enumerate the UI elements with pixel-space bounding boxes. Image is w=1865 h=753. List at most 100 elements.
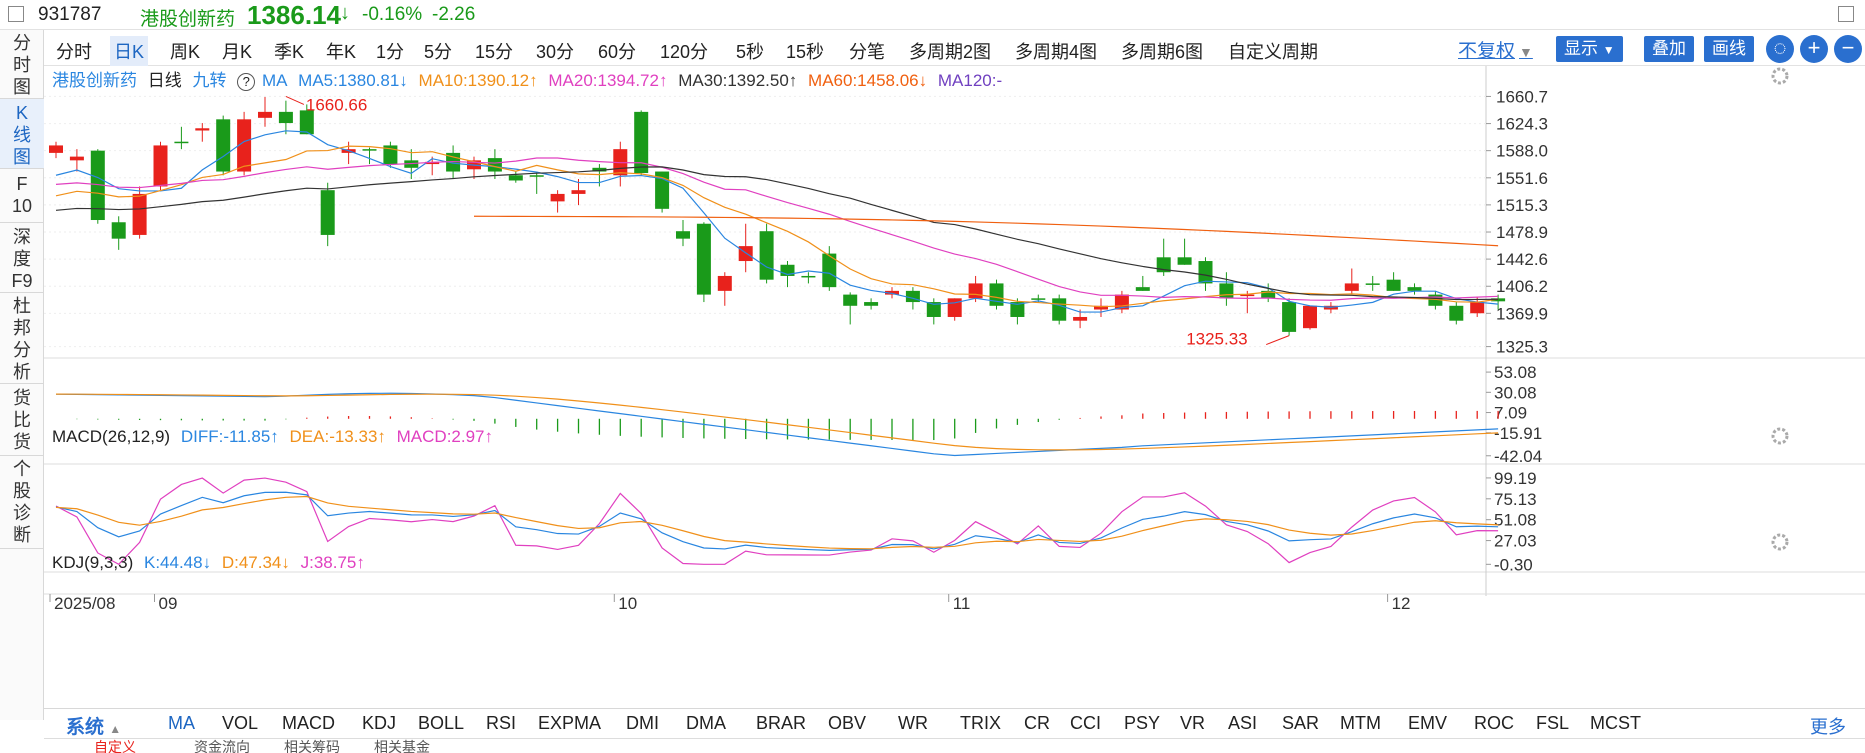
indicator-kdj[interactable]: KDJ xyxy=(362,713,397,733)
indicator-roc[interactable]: ROC xyxy=(1474,713,1514,733)
low-pointer xyxy=(1266,335,1290,346)
candle-body xyxy=(571,190,586,194)
period-tick[interactable]: 分笔 xyxy=(849,42,885,62)
high-label: 1660.66 xyxy=(306,95,367,114)
indicator-cci[interactable]: CCI xyxy=(1070,713,1101,733)
nav-label: F 10 xyxy=(11,174,33,216)
indicator-mtm[interactable]: MTM xyxy=(1340,713,1381,733)
nav-compare[interactable]: 货 比 货 xyxy=(0,384,44,456)
period-30min[interactable]: 30分 xyxy=(536,42,575,62)
gear-icon[interactable] xyxy=(1771,67,1789,85)
legend-kdj-name[interactable]: KDJ(9,3,3) xyxy=(52,553,134,572)
legend-diff: DIFF:-11.85↑ xyxy=(180,427,279,446)
candle-body xyxy=(1470,302,1485,314)
indicator-brar[interactable]: BRAR xyxy=(756,713,807,733)
gear-icon[interactable] xyxy=(1771,533,1789,551)
indicator-ma[interactable]: MA xyxy=(168,713,195,733)
period-weekly[interactable]: 周K xyxy=(170,42,201,62)
legend-macd-name[interactable]: MACD(26,12,9) xyxy=(52,427,171,446)
zoom-out-icon[interactable]: − xyxy=(1834,35,1862,63)
period-custom[interactable]: 自定义周期 xyxy=(1228,42,1318,62)
footer-tab-chips[interactable]: 相关筹码 xyxy=(284,739,340,753)
date-tick-label: 2025/08 xyxy=(54,594,115,613)
display-button[interactable]: 显示 ▼ xyxy=(1556,36,1623,62)
help-icon[interactable]: ? xyxy=(237,73,256,91)
indicator-expma[interactable]: EXPMA xyxy=(538,713,602,733)
restore-icon[interactable] xyxy=(1838,6,1854,22)
nav-kline[interactable]: K 线 图 xyxy=(0,99,44,169)
candle-body xyxy=(425,161,440,165)
indicator-fsl[interactable]: FSL xyxy=(1536,713,1570,733)
indicator-dmi[interactable]: DMI xyxy=(626,713,659,733)
indicator-vol[interactable]: VOL xyxy=(222,713,259,733)
candle-body xyxy=(676,231,690,239)
nav-label: 杜 邦 分 析 xyxy=(13,296,31,382)
indicator-dma[interactable]: DMA xyxy=(686,713,726,733)
period-1min[interactable]: 1分 xyxy=(376,42,405,62)
candle-body xyxy=(1407,287,1422,291)
indicator-psy[interactable]: PSY xyxy=(1124,713,1161,733)
legend-dea: DEA:-13.33↑ xyxy=(289,427,386,446)
period-5min[interactable]: 5分 xyxy=(424,42,453,62)
indicator-sar[interactable]: SAR xyxy=(1282,713,1320,733)
candle-body xyxy=(1010,302,1025,317)
nav-fenshi[interactable]: 分 时 图 xyxy=(0,30,44,99)
indicator-cr[interactable]: CR xyxy=(1024,713,1050,733)
indicator-mcst[interactable]: MCST xyxy=(1590,713,1641,733)
indicator-trix[interactable]: TRIX xyxy=(960,713,1002,733)
period-daily[interactable]: 日K xyxy=(110,36,149,66)
stock-code: 931787 xyxy=(38,4,102,25)
kline-chart[interactable]: 1660.7 1624.3 1588.0 1551.6 1515.3 1478.9 1442… xyxy=(44,66,1865,708)
nav-f9[interactable]: 深 度 F9 xyxy=(0,223,44,293)
indicator-emv[interactable]: EMV xyxy=(1408,713,1448,733)
adjust-select[interactable]: 不复权 ▼ xyxy=(1458,36,1533,63)
period-5sec[interactable]: 5秒 xyxy=(736,42,765,62)
indicator-boll[interactable]: BOLL xyxy=(418,713,465,733)
indicator-asi[interactable]: ASI xyxy=(1228,713,1258,733)
overlay-button[interactable]: 叠加 xyxy=(1644,36,1694,62)
period-60min[interactable]: 60分 xyxy=(598,42,637,62)
last-price: 1386.14 xyxy=(247,0,341,30)
period-multi4[interactable]: 多周期4图 xyxy=(1015,42,1098,62)
macd-tick-label: 30.08 xyxy=(1494,383,1537,402)
indicator-rsi[interactable]: RSI xyxy=(486,713,517,733)
indicator-wr[interactable]: WR xyxy=(898,713,928,733)
footer-tab-capital[interactable]: 资金流向 xyxy=(194,739,250,753)
period-120min[interactable]: 120分 xyxy=(660,42,709,62)
period-15sec[interactable]: 15秒 xyxy=(786,42,825,62)
gear-icon[interactable] xyxy=(1771,427,1789,445)
period-multi6[interactable]: 多周期6图 xyxy=(1121,42,1204,62)
period-15min[interactable]: 15分 xyxy=(475,42,514,62)
period-quarterly[interactable]: 季K xyxy=(274,42,305,62)
high-pointer xyxy=(285,96,305,105)
footer-tab-custom[interactable]: 自定义 xyxy=(94,739,136,753)
legend-ma[interactable]: MA xyxy=(261,71,288,90)
legend-d: D:47.34↓ xyxy=(221,553,290,572)
nav-label: K 线 图 xyxy=(13,103,31,167)
candle-body xyxy=(362,149,377,151)
window-icon[interactable] xyxy=(8,6,24,22)
period-multi2[interactable]: 多周期2图 xyxy=(909,42,992,62)
nav-f10[interactable]: F 10 xyxy=(0,169,44,223)
draw-button[interactable]: 画线 xyxy=(1704,36,1754,62)
candle-body xyxy=(759,231,774,280)
footer-tab-funds[interactable]: 相关基金 xyxy=(374,739,430,753)
j-line xyxy=(55,477,1499,566)
nav-diagnosis[interactable]: 个 股 诊 断 xyxy=(0,456,44,549)
indicator-obv[interactable]: OBV xyxy=(828,713,867,733)
more-button[interactable]: 更多 xyxy=(1810,717,1846,737)
nav-dupont[interactable]: 杜 邦 分 析 xyxy=(0,293,44,384)
period-fenshi[interactable]: 分时 xyxy=(56,42,92,62)
candle-body xyxy=(1156,257,1171,273)
legend-jiuzhuan[interactable]: 九转 xyxy=(192,71,227,90)
period-yearly[interactable]: 年K xyxy=(326,42,357,62)
reset-zoom-icon[interactable]: ◌ xyxy=(1766,35,1794,63)
price-tick-label: 1660.7 xyxy=(1496,87,1548,106)
indicator-vr[interactable]: VR xyxy=(1180,713,1206,733)
system-button[interactable]: 系统 ▲ xyxy=(66,712,121,739)
candle-body xyxy=(550,193,565,202)
indicator-macd[interactable]: MACD xyxy=(282,713,335,733)
period-monthly[interactable]: 月K xyxy=(222,42,253,62)
zoom-in-icon[interactable]: + xyxy=(1800,35,1828,63)
candle-body xyxy=(508,175,523,181)
